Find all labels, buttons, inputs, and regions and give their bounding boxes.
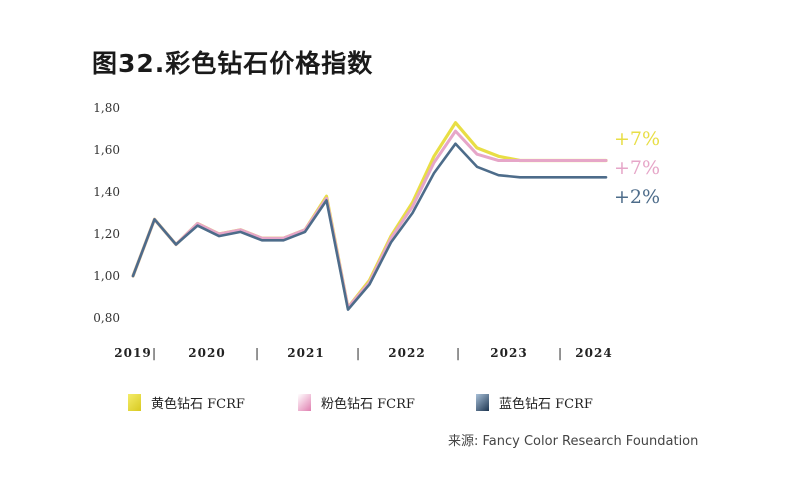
x-tick-label: 2023 <box>490 346 527 360</box>
legend-item-pink: 粉色钻石 FCRF <box>298 393 415 412</box>
legend-item-blue: 蓝色钻石 FCRF <box>476 393 593 412</box>
legend-swatch-blue <box>476 394 489 411</box>
x-tick-separator: | <box>558 346 562 360</box>
legend-item-yellow: 黄色钻石 FCRF <box>128 393 245 412</box>
x-tick-separator: | <box>356 346 360 360</box>
end-label-pink: +7% <box>614 157 660 179</box>
legend-label-pink: 粉色钻石 FCRF <box>321 397 415 412</box>
chart-title: 图32.彩色钻石价格指数 <box>92 49 374 78</box>
end-label-blue: +2% <box>614 186 660 208</box>
x-tick-label: 2019 <box>114 346 151 360</box>
legend-label-blue: 蓝色钻石 FCRF <box>499 397 593 412</box>
x-tick-label: 2022 <box>388 346 425 360</box>
end-label-yellow: +7% <box>614 128 660 150</box>
series-line-pink <box>131 129 608 309</box>
y-tick-label: 1,20 <box>93 227 120 241</box>
y-tick-label: 0,80 <box>93 311 120 325</box>
x-tick-label: 2020 <box>188 346 225 360</box>
y-tick-label: 1,00 <box>93 269 120 283</box>
legend-swatch-pink <box>298 394 311 411</box>
y-tick-label: 1,40 <box>93 185 120 199</box>
series-line-blue <box>131 142 608 311</box>
x-tick-label: 2024 <box>575 346 612 360</box>
x-tick-separator: | <box>152 346 156 360</box>
x-tick-separator: | <box>255 346 259 360</box>
x-tick-separator: | <box>456 346 460 360</box>
legend-swatch-yellow <box>128 394 141 411</box>
source-note: 来源: Fancy Color Research Foundation <box>448 434 699 449</box>
x-tick-label: 2021 <box>287 346 324 360</box>
legend-label-yellow: 黄色钻石 FCRF <box>151 397 245 412</box>
y-tick-label: 1,80 <box>93 101 120 115</box>
y-tick-label: 1,60 <box>93 143 120 157</box>
